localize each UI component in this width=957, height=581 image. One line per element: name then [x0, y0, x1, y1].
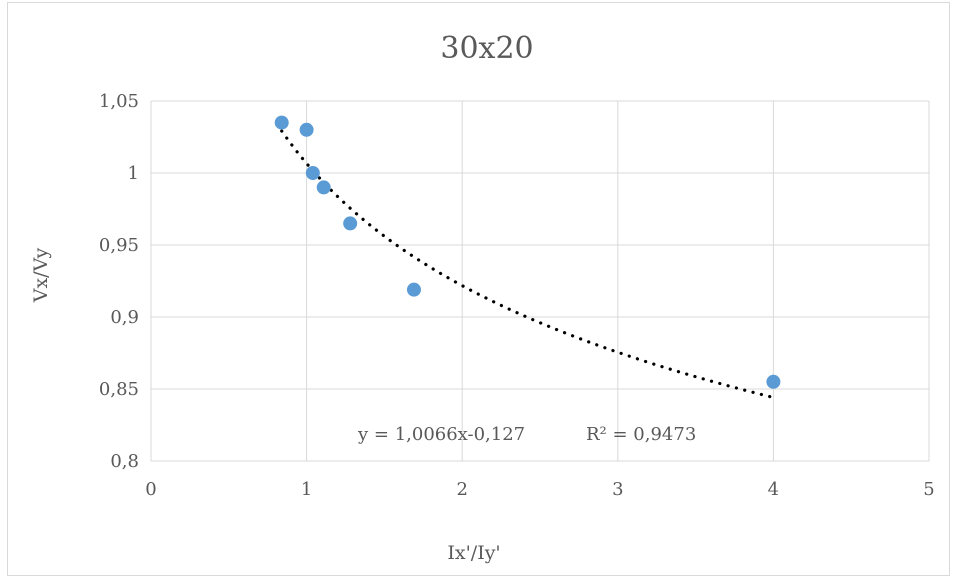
chart-title: 30x20 [440, 31, 533, 66]
data-points [274, 115, 781, 389]
data-point [274, 115, 289, 130]
data-point [299, 122, 314, 137]
trendline-equation: y = 1,0066x-0,127 [357, 424, 525, 445]
data-point [766, 374, 781, 389]
chart-area: 0 1 2 3 4 5 0,8 0,85 0,9 0,95 1 1,05 30x20 Ix'/Iy'… [7, 2, 950, 576]
y-tick-label: 0,8 [110, 451, 139, 472]
x-axis-title: Ix'/Iy' [447, 542, 500, 564]
x-tick-label: 0 [145, 479, 156, 500]
y-axis-title: Vx/Vy [30, 247, 52, 303]
gridlines [150, 100, 930, 462]
y-tick-label: 1,05 [99, 91, 139, 112]
data-point [406, 282, 421, 297]
y-tick-label: 1 [128, 163, 139, 184]
trendline-r-squared: R² = 0,9473 [586, 424, 696, 445]
x-tick-label: 2 [456, 479, 467, 500]
x-tick-label: 3 [612, 479, 623, 500]
y-tick-label: 0,95 [99, 235, 139, 256]
trendline [280, 129, 776, 400]
data-point [316, 180, 331, 195]
x-tick-label: 1 [301, 479, 312, 500]
x-axis-ticks: 0 1 2 3 4 5 [145, 479, 934, 500]
data-point [305, 166, 320, 180]
y-axis-ticks: 0,8 0,85 0,9 0,95 1 1,05 [99, 91, 139, 472]
x-tick-label: 4 [768, 479, 779, 500]
trendline-group [280, 129, 776, 400]
x-tick-label: 5 [923, 479, 934, 500]
y-tick-label: 0,9 [110, 307, 139, 328]
y-tick-label: 0,85 [99, 379, 139, 400]
data-point [343, 216, 358, 231]
scatter-chart: 0 1 2 3 4 5 0,8 0,85 0,9 0,95 1 1,05 30x20 Ix'/Iy'… [30, 31, 935, 564]
